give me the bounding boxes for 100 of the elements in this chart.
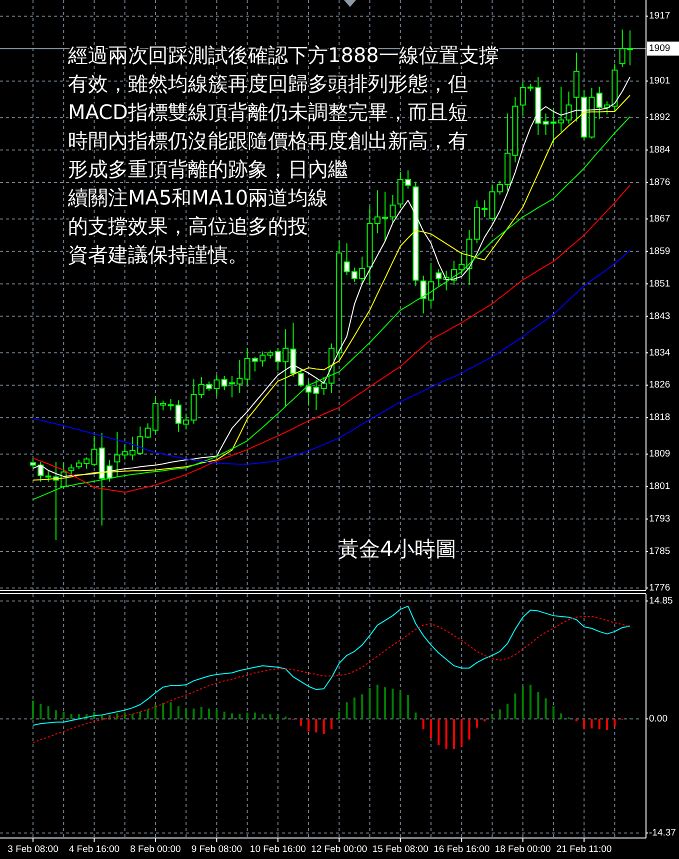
x-tick-label: 15 Feb 08:00 bbox=[372, 844, 428, 855]
bar bbox=[575, 718, 578, 722]
bar bbox=[491, 714, 494, 719]
bar bbox=[407, 695, 410, 719]
candlestick bbox=[566, 91, 572, 124]
bar bbox=[590, 718, 593, 728]
x-tick-label: 18 Feb 00:00 bbox=[494, 844, 551, 855]
y-tick-label: 1867 bbox=[649, 213, 670, 224]
y-tick-label: 1876 bbox=[649, 176, 670, 188]
bar bbox=[514, 694, 516, 719]
line-series bbox=[32, 616, 630, 744]
bar bbox=[452, 718, 455, 750]
bar bbox=[269, 714, 272, 719]
candlestick bbox=[436, 268, 442, 286]
x-tick-label: 21 Feb 11:00 bbox=[556, 844, 612, 855]
y-tick-label: 1892 bbox=[649, 112, 670, 124]
bar bbox=[560, 713, 562, 719]
bar bbox=[376, 684, 378, 719]
bar bbox=[583, 718, 586, 730]
bar bbox=[246, 712, 248, 719]
y-tick-label: 1901 bbox=[649, 76, 670, 87]
y-tick-label: 1818 bbox=[649, 412, 670, 424]
y-tick-label: 1776 bbox=[649, 582, 670, 594]
bar bbox=[238, 714, 241, 719]
x-tick-label: 4 Feb 16:00 bbox=[68, 844, 120, 855]
bar bbox=[200, 706, 202, 719]
bar bbox=[40, 704, 42, 719]
bar bbox=[276, 714, 279, 719]
bar bbox=[476, 718, 478, 728]
y-tick-label: 0.00 bbox=[649, 713, 668, 724]
bar bbox=[330, 718, 332, 730]
x-tick-label: 10 Feb 16:00 bbox=[250, 844, 306, 855]
bar bbox=[154, 704, 156, 719]
bar bbox=[139, 712, 142, 719]
x-tick-label: 16 Feb 16:00 bbox=[434, 844, 490, 855]
bar bbox=[322, 718, 325, 734]
bar bbox=[606, 718, 608, 730]
y-tick-label: -14.37 bbox=[649, 828, 676, 838]
bar bbox=[460, 718, 463, 747]
bar bbox=[254, 712, 256, 719]
y-tick-label: 1834 bbox=[649, 347, 670, 358]
y-tick-label: 1884 bbox=[649, 144, 670, 156]
x-tick-label: 8 Feb 00:00 bbox=[130, 844, 181, 855]
bar bbox=[438, 718, 440, 746]
bar bbox=[484, 718, 486, 722]
y-tick-label: 1917 bbox=[649, 10, 670, 22]
bar bbox=[124, 712, 126, 719]
text: 黃金4小時圖 bbox=[338, 537, 456, 561]
candlestick bbox=[68, 464, 74, 475]
y-tick-label: 1801 bbox=[649, 481, 670, 492]
y-tick-label: 1851 bbox=[649, 278, 670, 290]
bar bbox=[353, 697, 356, 719]
bar bbox=[368, 688, 371, 719]
bar bbox=[208, 708, 210, 719]
bar bbox=[468, 718, 470, 740]
bar bbox=[262, 714, 264, 719]
bar bbox=[231, 713, 233, 719]
candlestick bbox=[114, 431, 120, 478]
bar bbox=[430, 718, 432, 738]
bar bbox=[537, 692, 540, 719]
annotation: 經過兩次回踩測試後確認下方1888一線位置支撐有效，雖然均線簇再度回歸多頭排列形態，但MACD指標雙線頂背離仍未調整完畢，而且短時間內指標仍沒能跟隨價格再度創出新高，有形成多重頂背離的跡象，日內繼續關注MA5和MA10兩道均線的支撐效果，高位追多的投資者建議保持謹慎。 bbox=[67, 43, 499, 266]
bar bbox=[445, 718, 448, 750]
y-tick-label: 1826 bbox=[649, 380, 670, 391]
bar bbox=[223, 712, 226, 719]
ref-line-label: 1909 bbox=[649, 43, 670, 54]
bar bbox=[216, 709, 218, 719]
y-tick-label: 1793 bbox=[649, 514, 670, 525]
bar bbox=[185, 708, 188, 719]
x-tick-label: 12 Feb 00:00 bbox=[311, 844, 368, 855]
line-series bbox=[32, 184, 630, 493]
bar bbox=[54, 710, 57, 719]
y-tick-label: 1809 bbox=[649, 448, 670, 460]
bar bbox=[422, 718, 424, 730]
y-tick-label: 1785 bbox=[649, 546, 670, 557]
bar bbox=[614, 718, 616, 727]
bar bbox=[346, 702, 348, 719]
y-tick-label: 1859 bbox=[649, 246, 670, 257]
y-tick-label: 14.85 bbox=[649, 596, 673, 606]
line-series bbox=[32, 606, 630, 726]
bar bbox=[146, 709, 149, 719]
y-tick-label: 1843 bbox=[649, 310, 670, 322]
bar bbox=[414, 712, 417, 719]
candlestick bbox=[298, 368, 304, 388]
x-tick-label: 3 Feb 08:00 bbox=[8, 844, 58, 855]
bar bbox=[47, 706, 50, 719]
bar bbox=[399, 690, 402, 719]
bar bbox=[192, 708, 195, 719]
bar bbox=[308, 718, 310, 732]
bar bbox=[544, 698, 547, 719]
bar bbox=[70, 714, 72, 719]
bar bbox=[170, 702, 172, 719]
bar bbox=[522, 686, 524, 719]
bar bbox=[361, 694, 364, 719]
bar bbox=[598, 718, 600, 730]
bar bbox=[32, 700, 34, 719]
bar bbox=[338, 712, 340, 719]
bar bbox=[392, 688, 394, 719]
bar bbox=[506, 704, 509, 719]
bar bbox=[552, 706, 554, 719]
bar bbox=[315, 718, 318, 732]
